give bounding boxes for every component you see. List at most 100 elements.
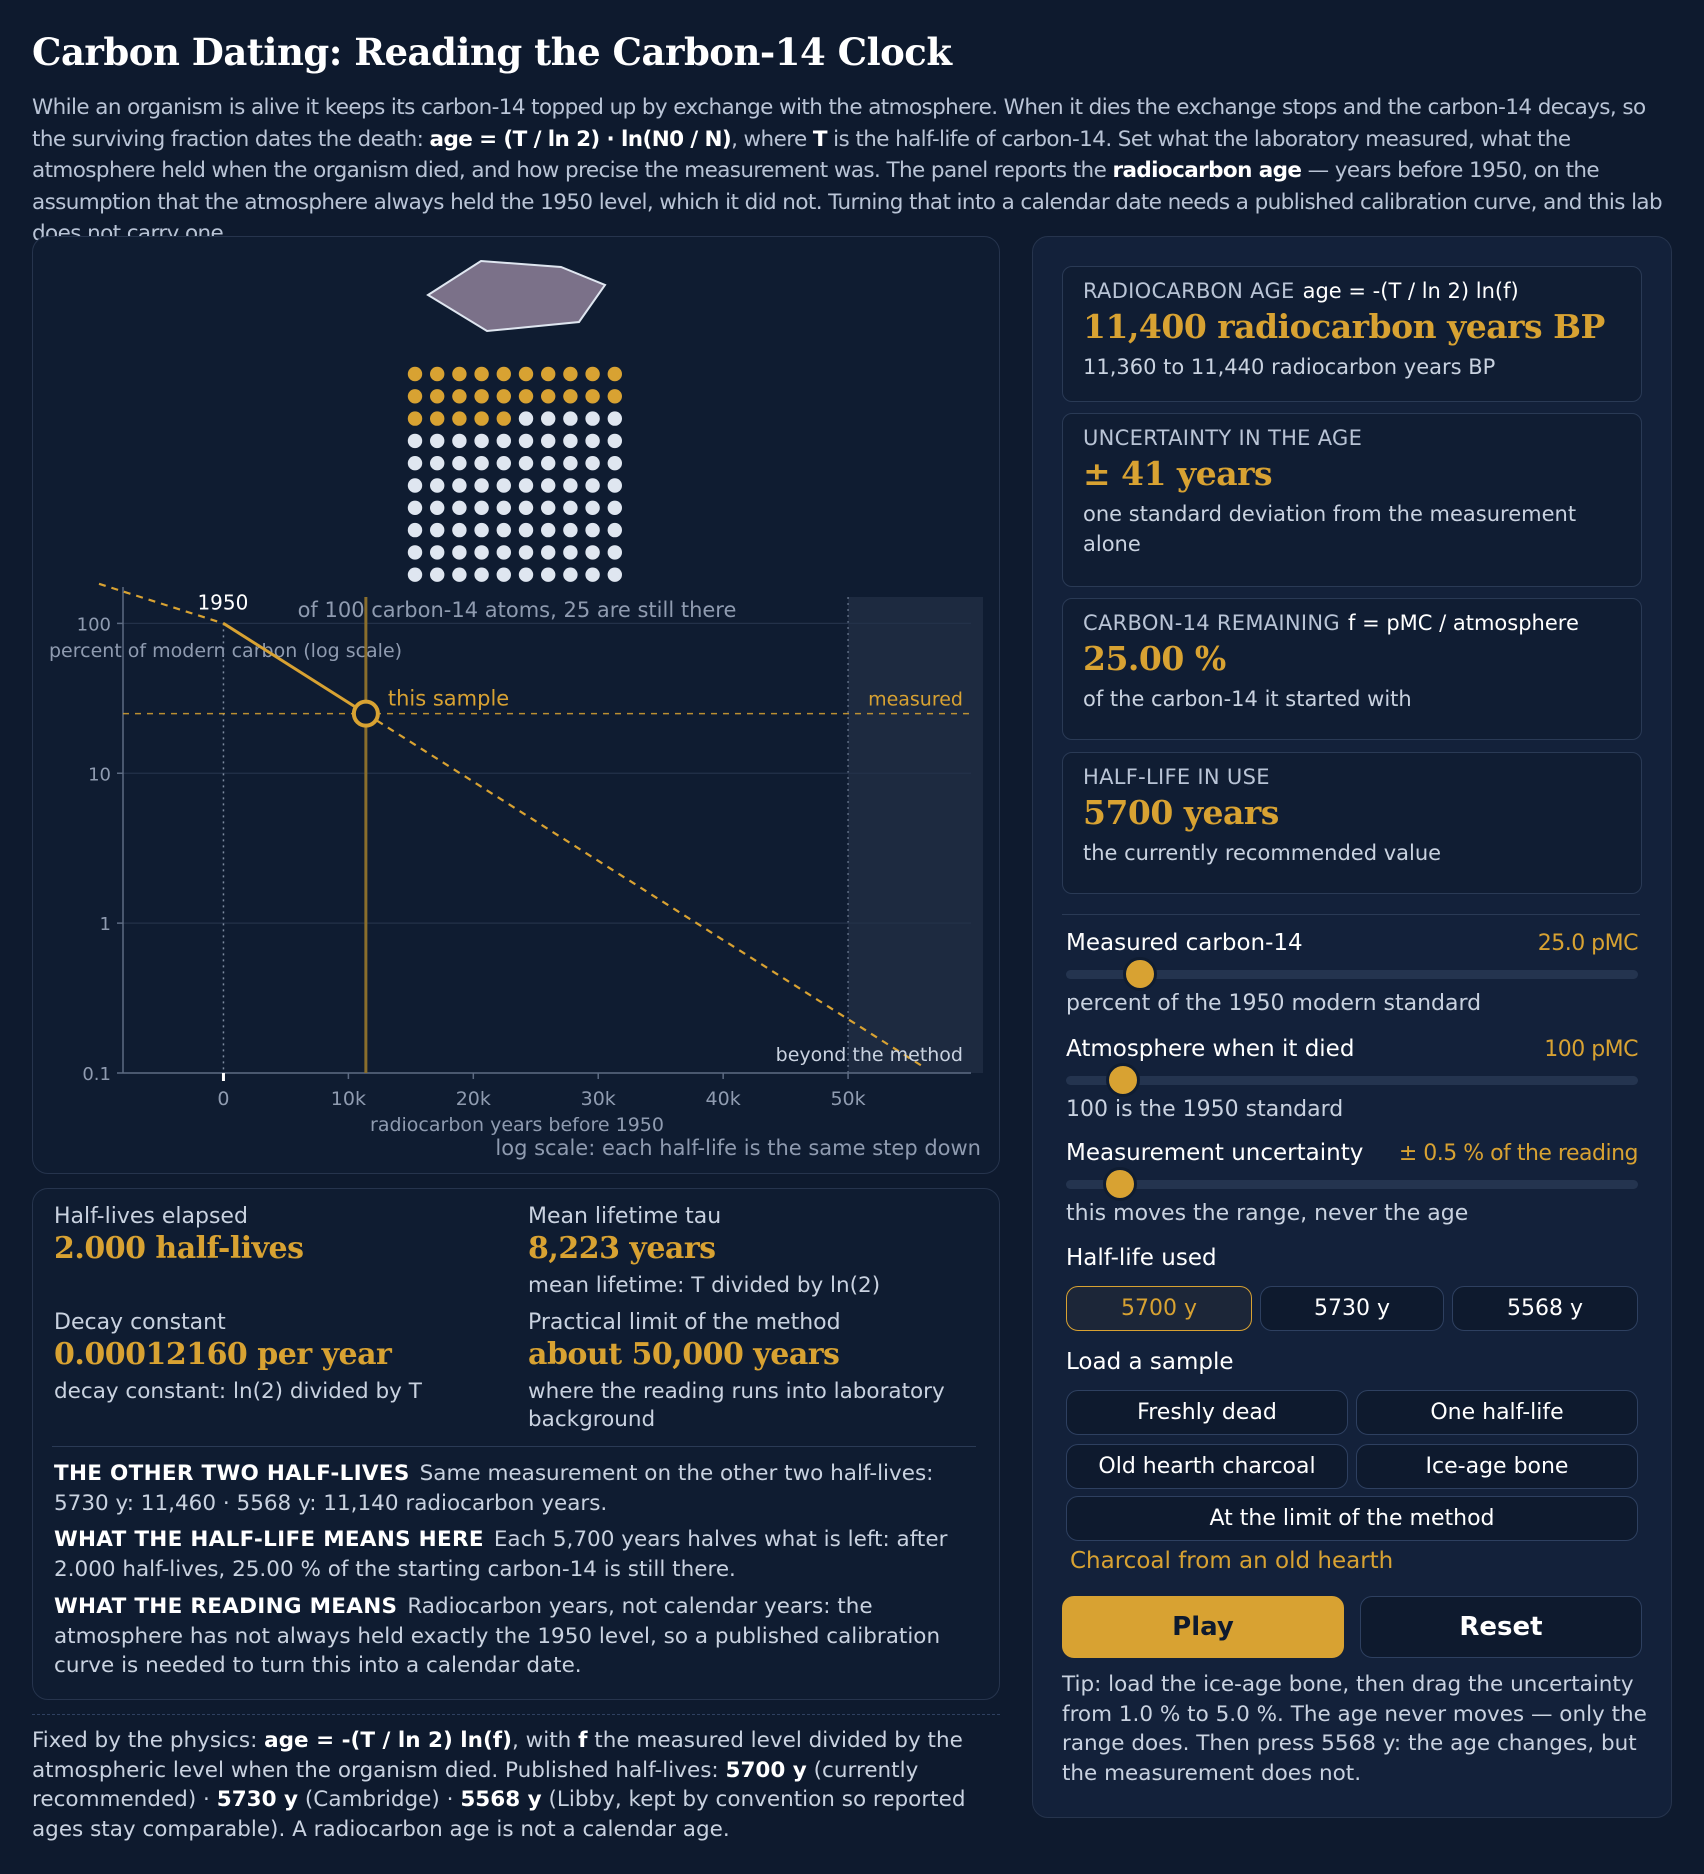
card-value: 25.00 % [1083, 639, 1226, 678]
atom-caption: of 100 carbon-14 atoms, 25 are still the… [298, 598, 737, 622]
readout-uncertainty: UNCERTAINTY IN THE AGE ± 41 years one st… [1062, 413, 1642, 587]
decay-curve-before [98, 582, 224, 625]
atom-decayed [541, 456, 556, 471]
half-life-5730-button[interactable]: 5730 y [1260, 1286, 1444, 1331]
card-value: ± 41 years [1083, 454, 1273, 493]
preset-old-hearth-button[interactable]: Old hearth charcoal [1066, 1444, 1348, 1489]
preset-ice-age-bone-button[interactable]: Ice-age bone [1356, 1444, 1638, 1489]
x-tick-label: 30k [581, 1088, 616, 1110]
y-tick-label: 1 [100, 914, 111, 935]
atom-remaining [541, 366, 556, 382]
visualization-svg: of 100 carbon-14 atoms, 25 are still the… [49, 259, 983, 1160]
atom-decayed [407, 478, 423, 493]
stat-label: Decay constant [54, 1310, 226, 1335]
card-label: HALF-LIFE IN USE [1083, 765, 1270, 789]
half-life-5568-button[interactable]: 5568 y [1452, 1286, 1638, 1331]
preset-freshly-dead-button[interactable]: Freshly dead [1066, 1390, 1348, 1435]
control-value: 25.0 pMC [1537, 931, 1639, 956]
chart-note: log scale: each half-life is the same st… [495, 1136, 981, 1160]
control-label: Atmosphere when it died [1066, 1036, 1355, 1062]
atom-decayed [541, 545, 556, 560]
stats-panel [32, 1188, 1000, 1700]
card-value: 11,400 radiocarbon years BP [1083, 307, 1605, 346]
card-sub: one standard deviation from the measurem… [1083, 502, 1577, 556]
atom-remaining [585, 366, 600, 382]
control-help: percent of the 1950 modern standard [1066, 991, 1482, 1016]
y-tick-label: 100 [77, 614, 111, 635]
atom-decayed [585, 478, 600, 493]
note-half-life-meaning: WHAT THE HALF-LIFE MEANS HERE Each 5,700 … [54, 1527, 948, 1582]
atom-decayed [563, 522, 578, 538]
atom-decayed [607, 478, 622, 493]
decay-curve-elapsed [222, 622, 367, 715]
atom-remaining [518, 389, 534, 404]
atom-remaining [452, 389, 467, 404]
readout-radiocarbon-age: RADIOCARBON AGE age = -(T / ln 2) ln(f) 1… [1062, 266, 1642, 402]
atom-remaining [452, 411, 467, 426]
stat-value: 8,223 years [528, 1231, 716, 1266]
note-other-half-lives: THE OTHER TWO HALF-LIVES Same measurement… [54, 1461, 934, 1516]
control-help: 100 is the 1950 standard [1066, 1097, 1344, 1122]
atom-decayed [541, 433, 556, 449]
card-sub: of the carbon-14 it started with [1083, 687, 1412, 711]
measured-label: measured [868, 689, 963, 711]
load-sample-label: Load a sample [1066, 1349, 1234, 1375]
atom-decayed [518, 478, 534, 493]
atom-decayed [474, 500, 489, 515]
atom-decayed [607, 567, 622, 582]
atom-decayed [496, 522, 511, 538]
atom-decayed [518, 411, 534, 426]
uncertainty-control: Measurement uncertainty ± 0.5 % of the re… [1066, 1140, 1639, 1226]
limit-label: beyond the method [776, 1044, 963, 1066]
atom-remaining [474, 366, 489, 382]
uncertainty-slider[interactable] [1066, 1167, 1638, 1201]
atom-decayed [452, 500, 467, 515]
intro-formula: age = (T / ln 2) · ln(N0 / N) [429, 126, 732, 152]
preset-one-half-life-button[interactable]: One half-life [1356, 1390, 1638, 1435]
stat-label: Half-lives elapsed [54, 1204, 248, 1229]
beyond-method-zone [848, 597, 983, 1073]
preset-limit-button[interactable]: At the limit of the method [1066, 1496, 1638, 1541]
atom-remaining [474, 389, 489, 404]
control-label: Measurement uncertainty [1066, 1140, 1364, 1166]
atom-decayed [585, 456, 600, 471]
atom-decayed [407, 456, 423, 471]
intro-text: While an organism is alive it keeps its … [32, 95, 1663, 246]
atom-remaining [430, 366, 445, 382]
stat-value: 0.00012160 per year [54, 1337, 392, 1372]
note-reading-meaning: WHAT THE READING MEANS Radiocarbon years,… [54, 1594, 941, 1678]
slider-thumb[interactable] [1103, 1167, 1138, 1201]
atom-decayed [430, 433, 445, 449]
atom-remaining [496, 366, 511, 382]
footer-divider [32, 1714, 1000, 1715]
preset-status: Charcoal from an old hearth [1070, 1548, 1394, 1574]
atmosphere-slider[interactable] [1066, 1063, 1638, 1097]
controls-divider [1062, 914, 1640, 915]
atom-remaining [563, 389, 578, 404]
slider-thumb[interactable] [1106, 1063, 1141, 1097]
atom-decayed [585, 500, 600, 515]
atom-decayed [407, 545, 423, 560]
readout-half-life: HALF-LIFE IN USE 5700 years the currentl… [1062, 752, 1642, 894]
atom-remaining [541, 389, 556, 404]
sample-label: this sample [388, 687, 509, 711]
visualization-panel: of 100 carbon-14 atoms, 25 are still the… [32, 236, 1000, 1174]
atom-decayed [474, 522, 489, 538]
atom-decayed [563, 411, 578, 426]
stats-divider [52, 1446, 976, 1447]
stat-sub: mean lifetime: T divided by ln(2) [528, 1273, 881, 1298]
play-button[interactable]: Play [1062, 1596, 1344, 1658]
atom-decayed [452, 545, 467, 560]
slider-thumb[interactable] [1123, 957, 1158, 991]
atom-decayed [563, 545, 578, 560]
half-life-5700-button[interactable]: 5700 y [1066, 1286, 1252, 1331]
reset-button[interactable]: Reset [1360, 1596, 1642, 1658]
atom-decayed [585, 545, 600, 560]
stat-value: about 50,000 years [528, 1337, 840, 1372]
decay-curve-projection [365, 712, 924, 1068]
card-value: 5700 years [1083, 793, 1279, 832]
measured-carbon-slider[interactable] [1066, 957, 1638, 991]
atom-decayed [474, 567, 489, 582]
stat-half-lives: Half-lives elapsed 2.000 half-lives [54, 1204, 304, 1266]
atom-decayed [541, 411, 556, 426]
